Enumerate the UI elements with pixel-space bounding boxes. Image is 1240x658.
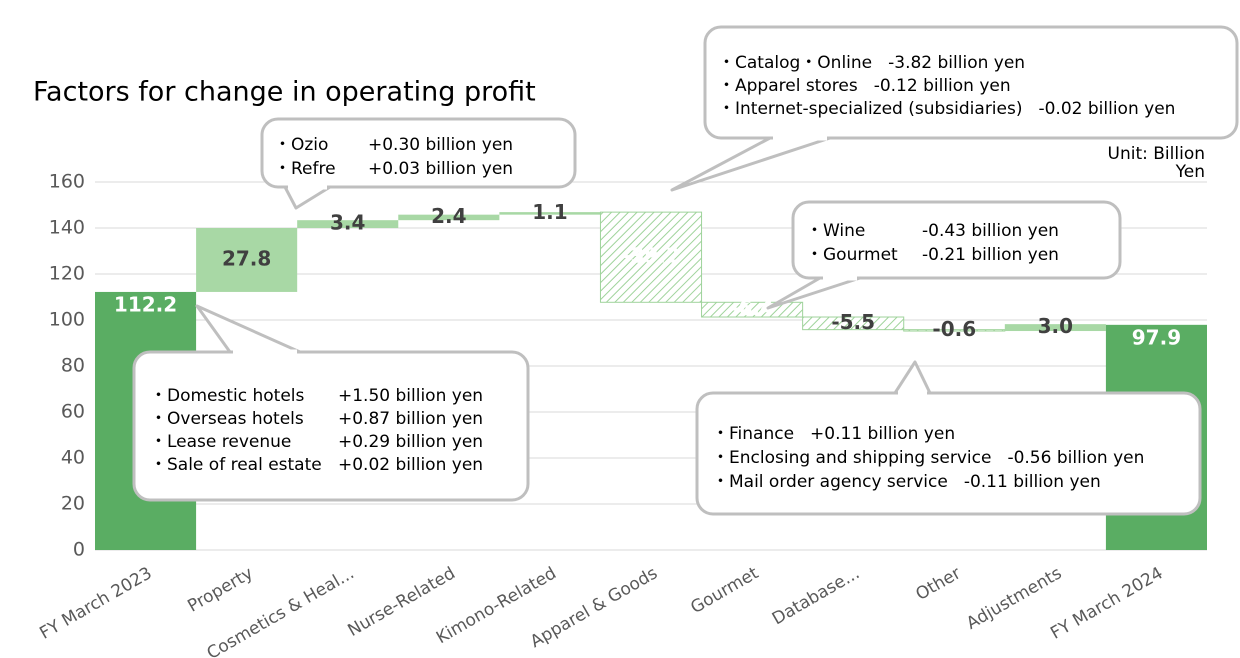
callout-name: ・Wine — [806, 221, 865, 241]
callout-amount: -0.21 billion yen — [922, 245, 1059, 265]
y-tick-label: 20 — [61, 493, 85, 515]
bar — [802, 316, 905, 331]
callout-amount: -0.56 billion yen — [1007, 448, 1144, 468]
bar — [1004, 324, 1106, 332]
callout-pointer — [766, 276, 862, 310]
callout-name: ・Lease revenue — [150, 432, 291, 452]
y-tick-label: 160 — [49, 171, 85, 193]
x-tick-label: Gourmet — [687, 563, 762, 618]
callout-amount: +0.29 billion yen — [338, 432, 483, 452]
x-tick-label: FY March 2023 — [36, 563, 155, 643]
y-tick-label: 100 — [49, 309, 85, 331]
callout-amount: +0.03 billion yen — [368, 159, 513, 179]
data-label: 3.0 — [1038, 314, 1073, 338]
callout: ・Wine -0.43 billion yen ・Gourmet -0.21 bill… — [766, 200, 1122, 310]
callout-name: ・Overseas hotels — [150, 409, 304, 429]
bar — [499, 212, 601, 215]
y-tick-label: 40 — [61, 447, 85, 469]
callout-amount: -0.11 billion yen — [964, 472, 1101, 492]
unit-label: Yen — [1175, 162, 1205, 182]
callout-amount: -0.43 billion yen — [922, 221, 1059, 241]
bar — [297, 220, 399, 228]
callout-name: ・Domestic hotels — [150, 386, 305, 406]
callout-box — [703, 25, 1239, 140]
data-label: 112.2 — [114, 292, 177, 316]
bar — [398, 214, 500, 221]
callout-name: ・Gourmet — [806, 245, 898, 265]
y-tick-label: 80 — [61, 355, 85, 377]
callout-name: ・Internet-specialized (subsidiaries) — [718, 99, 1022, 119]
callout-amount: +1.50 billion yen — [338, 386, 483, 406]
x-tick-label: Database... — [769, 563, 863, 629]
data-label: -0.6 — [932, 317, 976, 341]
callout-amount: -3.82 billion yen — [888, 53, 1025, 73]
data-label: 27.8 — [222, 246, 271, 270]
callout-amount: -0.02 billion yen — [1038, 99, 1175, 119]
unit-label: Unit: Billion — [1108, 144, 1205, 164]
callout-amount: -0.12 billion yen — [874, 76, 1011, 96]
callout-amount: +0.11 billion yen — [810, 424, 955, 444]
y-tick-label: 120 — [49, 263, 85, 285]
x-tick-label: Other — [912, 563, 964, 604]
x-tick-label: Adjustments — [963, 563, 1065, 634]
callout-box — [791, 200, 1122, 280]
x-tick-label: Property — [184, 563, 256, 616]
callout-box — [132, 350, 530, 502]
callout-name: ・Mail order agency service — [712, 472, 948, 492]
data-label: 97.9 — [1132, 325, 1181, 349]
data-label: 3.4 — [330, 211, 365, 235]
callout: ・Domestic hotels +1.50 billion yen ・Overse… — [132, 304, 530, 502]
callout-pointer — [195, 304, 302, 354]
callout-amount: +0.02 billion yen — [338, 455, 483, 475]
data-label: -39.2 — [622, 244, 680, 268]
callout-pointer — [283, 185, 332, 210]
callout-name: ・Apparel stores — [718, 76, 858, 96]
data-label: -5.5 — [831, 310, 875, 334]
callout: ・Ozio +0.30 billion yen ・Refre +0.03 billio… — [260, 117, 577, 210]
x-tick-label: FY March 2024 — [1047, 563, 1166, 643]
y-tick-label: 140 — [49, 217, 85, 239]
callout-name: ・Sale of real estate — [150, 455, 322, 475]
callout-name: ・Enclosing and shipping service — [712, 448, 991, 468]
callout-amount: +0.30 billion yen — [368, 135, 513, 155]
callout-name: ・Refre — [274, 159, 336, 179]
callout-name: ・Finance — [712, 424, 794, 444]
bar — [599, 211, 703, 303]
y-tick-label: 60 — [61, 401, 85, 423]
y-tick-label: 0 — [73, 539, 85, 561]
chart-title: Factors for change in operating profit — [33, 77, 536, 108]
callout: ・Catalog・Online -3.82 billion yen ・Apparel… — [670, 25, 1239, 192]
bar — [196, 228, 298, 292]
callout: ・Finance +0.11 billion yen ・Enclosing and … — [695, 360, 1202, 516]
callout-box — [695, 391, 1202, 516]
callout-amount: +0.87 billion yen — [338, 409, 483, 429]
data-label: 2.4 — [431, 204, 466, 228]
callout-name: ・Ozio — [274, 135, 328, 155]
callout-name: ・Catalog・Online — [718, 53, 872, 73]
callout-pointer — [893, 360, 932, 395]
data-label: 1.1 — [532, 200, 567, 224]
callout-box — [260, 117, 577, 189]
